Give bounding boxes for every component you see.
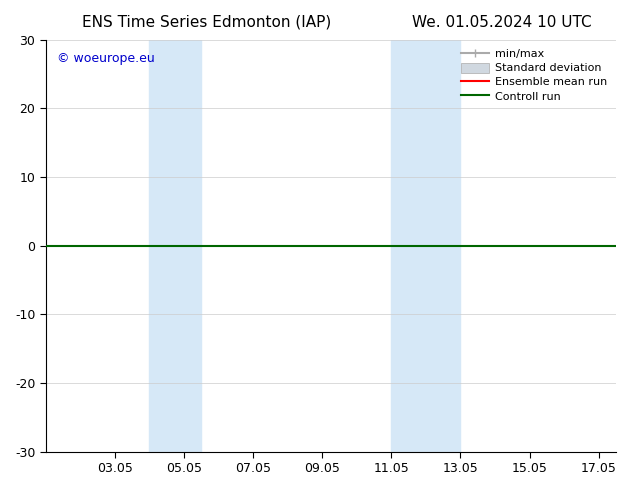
Bar [391, 40, 460, 452]
Legend: min/max, Standard deviation, Ensemble mean run, Controll run: min/max, Standard deviation, Ensemble me… [458, 45, 611, 105]
Text: © woeurope.eu: © woeurope.eu [57, 52, 155, 65]
Text: ENS Time Series Edmonton (IAP): ENS Time Series Edmonton (IAP) [82, 15, 332, 30]
Text: We. 01.05.2024 10 UTC: We. 01.05.2024 10 UTC [412, 15, 592, 30]
Bar [150, 40, 201, 452]
